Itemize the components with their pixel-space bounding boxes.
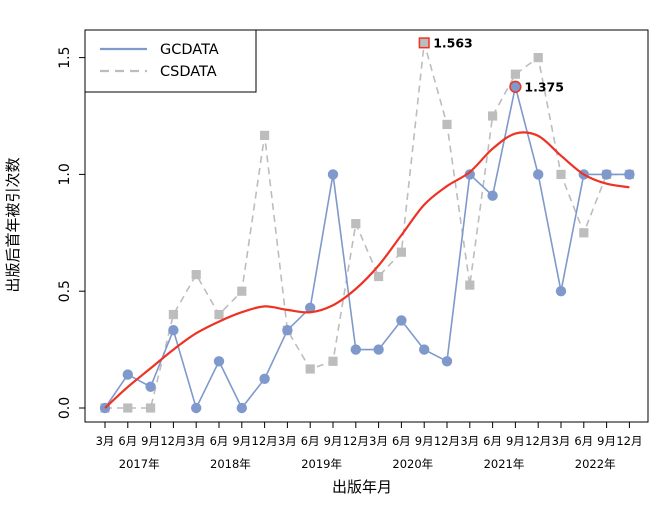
x-tick-label: 3月 [369, 434, 388, 448]
x-tick-label: 6月 [392, 434, 411, 448]
gcdata-point [419, 344, 430, 355]
x-tick-label: 12月 [434, 434, 460, 448]
x-tick-label: 9月 [597, 434, 616, 448]
csdata-point [556, 169, 566, 179]
csdata-point [123, 403, 133, 413]
csdata-point [305, 364, 315, 374]
gcdata-point [624, 169, 635, 180]
x-tick-label: 9月 [415, 434, 434, 448]
gcdata-point [464, 169, 475, 180]
x-tick-label: 9月 [506, 434, 525, 448]
plot-frame [84, 29, 649, 423]
gcdata-point [555, 286, 567, 297]
x-tick-label: 12月 [160, 434, 186, 448]
x-tick-label: 3月 [96, 434, 115, 448]
x-axis-label: 出版年月 [332, 478, 392, 496]
annotation-label: 1.375 [524, 79, 564, 94]
axes: 0.00.51.01.53月 6月 9月 12月 3月 6月 9月 12月 3月 6月 9月 12月 3… [57, 29, 649, 471]
csdata-point [374, 271, 384, 282]
csdata-point [579, 228, 589, 238]
y-tick-label: 1.5 [57, 46, 73, 68]
x-tick-label: 3月 [187, 434, 206, 448]
highlight-marker [418, 37, 430, 49]
gcdata-point [441, 356, 453, 367]
year-label: 2020年 [392, 457, 433, 471]
x-tick-label: 12月 [343, 434, 369, 448]
gcdata-point [601, 169, 612, 180]
x-tick-label: 12月 [616, 434, 642, 448]
x-tick-label: 3月 [278, 434, 297, 448]
y-axis-label: 出版后首年被引次数 [4, 157, 22, 292]
gcdata-point [236, 402, 247, 414]
csdata-point [488, 111, 498, 121]
gcdata-point [168, 325, 179, 336]
gcdata-point [259, 373, 270, 384]
gcdata-point [350, 344, 361, 355]
year-label: 2022年 [575, 457, 616, 471]
gcdata-point [487, 190, 498, 201]
y-tick-label: 1.0 [57, 163, 73, 185]
x-tick-label: 12月 [252, 434, 278, 448]
x-tick-label: 3月 [460, 434, 479, 448]
series-layer [99, 38, 635, 414]
csdata-point [442, 119, 452, 130]
legend: GCDATA CSDATA [84, 29, 257, 93]
trend-line [104, 131, 630, 409]
gcdata-point [191, 402, 202, 414]
gcdata-point [122, 369, 133, 380]
csdata-point [237, 286, 247, 296]
gcdata-point [396, 315, 407, 326]
gcdata-point [145, 381, 156, 392]
x-tick-label: 6月 [574, 434, 593, 448]
year-label: 2018年 [210, 457, 251, 471]
csdata-point [146, 403, 156, 413]
x-tick-label: 9月 [324, 434, 343, 448]
x-tick-label: 6月 [118, 434, 137, 448]
year-label: 2017年 [119, 457, 160, 471]
year-label: 2021年 [484, 457, 525, 471]
legend-label: CSDATA [160, 64, 217, 80]
y-tick-label: 0.0 [57, 397, 73, 419]
csdata-point [214, 309, 224, 320]
x-tick-label: 3月 [552, 434, 571, 448]
x-tick-label: 12月 [525, 434, 551, 448]
gcdata-point [213, 356, 225, 367]
gcdata-point [327, 169, 339, 180]
gcdata-point [533, 169, 544, 180]
csdata-point [396, 247, 406, 257]
csdata-point [260, 130, 270, 140]
x-tick-label: 6月 [483, 434, 502, 448]
year-label: 2019年 [301, 457, 342, 471]
gcdata-point [282, 325, 293, 336]
y-tick-label: 0.5 [57, 280, 73, 302]
csdata-point [533, 53, 543, 63]
gcdata-point [305, 302, 316, 313]
x-tick-label: 9月 [141, 434, 160, 448]
x-tick-label: 6月 [301, 434, 320, 448]
gcdata-line [104, 86, 630, 411]
csdata-point [510, 69, 520, 79]
csdata-point [191, 270, 201, 280]
csdata-point [168, 309, 178, 320]
csdata-point [465, 280, 475, 290]
legend-label: GCDATA [160, 42, 219, 58]
annotation-label: 1.563 [433, 35, 473, 50]
csdata-point [328, 356, 338, 366]
annotation-layer: 1.563 1.375 [418, 35, 564, 94]
gcdata-point [373, 344, 384, 355]
csdata-line [105, 42, 630, 409]
csdata-point [351, 219, 361, 229]
legend-box [84, 29, 257, 93]
x-tick-label: 9月 [232, 434, 251, 448]
x-tick-label: 6月 [210, 434, 229, 448]
highlight-marker [509, 80, 522, 93]
